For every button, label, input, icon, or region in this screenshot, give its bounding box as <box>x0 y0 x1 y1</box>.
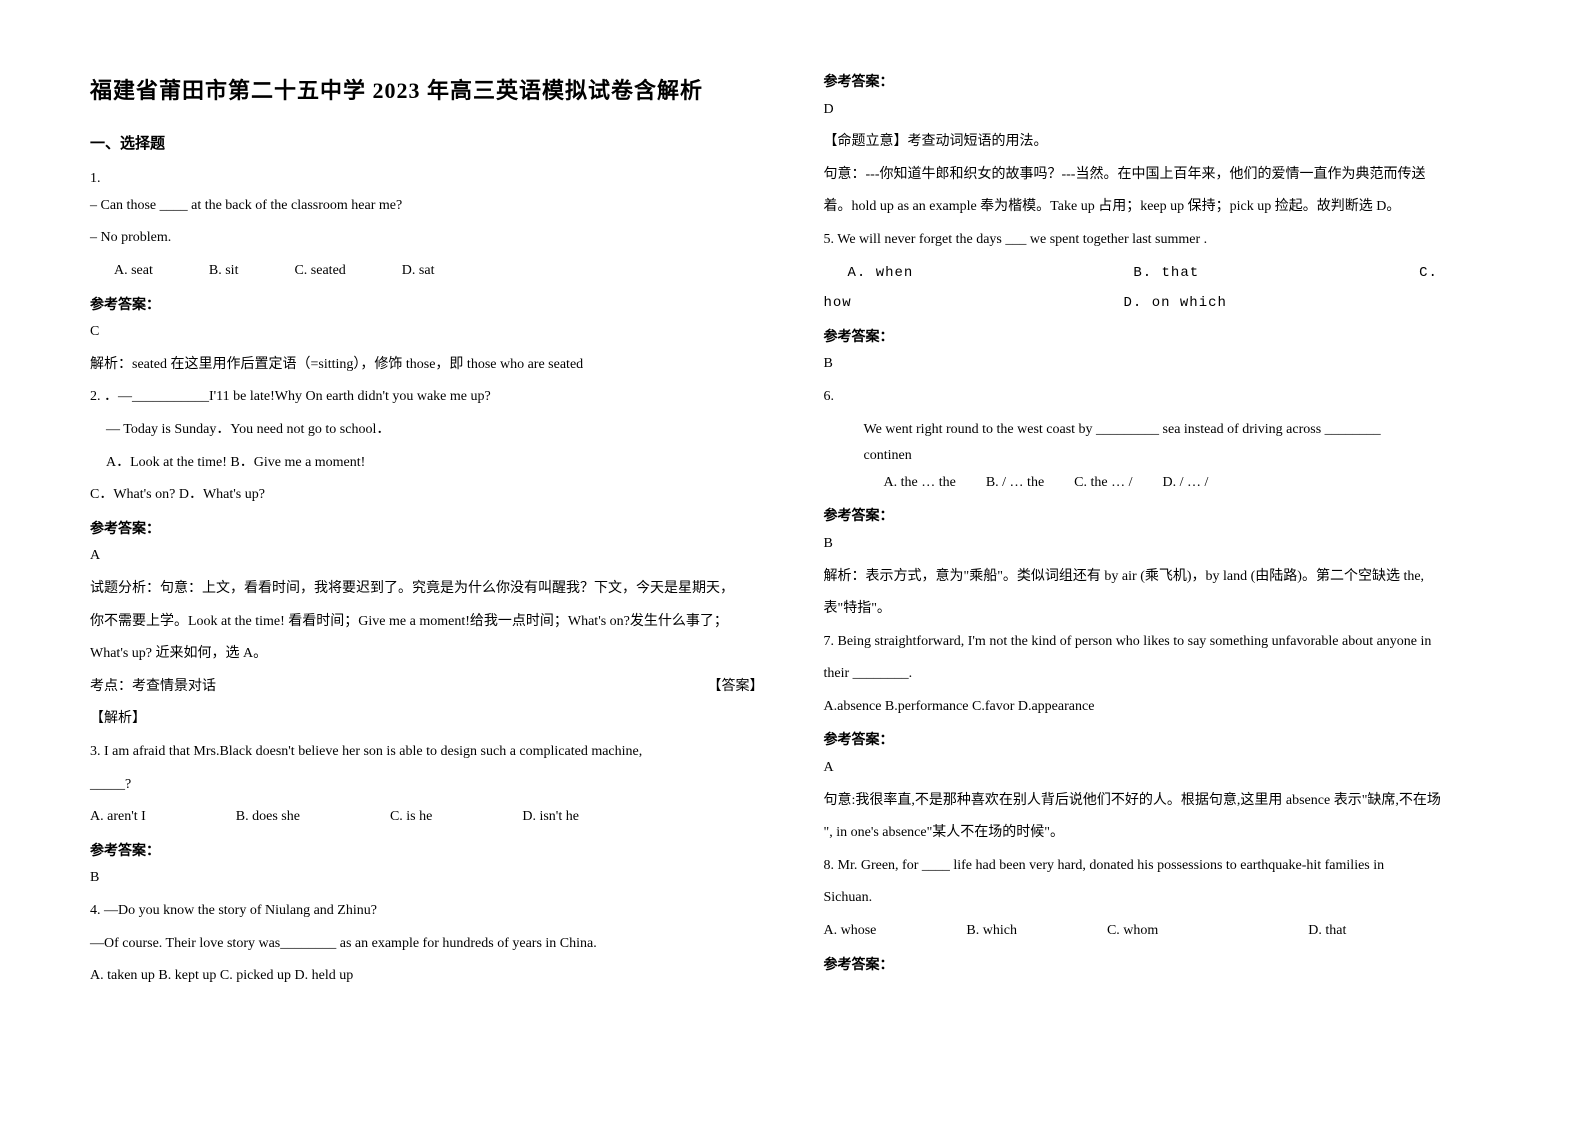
q7-answer-heading: 参考答案： <box>824 728 1498 755</box>
q7-exp2: ", in one's absence"某人不在场的时候"。 <box>824 820 1498 847</box>
q5-row2-mid: D. on which <box>1124 290 1227 317</box>
q8-opt-c: C. whom <box>1107 918 1158 945</box>
q3-line1: 3. I am afraid that Mrs.Black doesn't be… <box>90 739 764 766</box>
q2-exp2: 你不需要上学。Look at the time! 看看时间；Give me a … <box>90 609 764 636</box>
q3-opt-c: C. is he <box>390 804 432 831</box>
q3-opt-a: A. aren't I <box>90 804 146 831</box>
q5-opts-row2: how D. on which <box>824 290 1498 317</box>
q6-opt-a: A. the … the <box>884 470 956 497</box>
q5-row2-left: how <box>824 290 1124 317</box>
left-column: 福建省莆田市第二十五中学 2023 年高三英语模拟试卷含解析 一、选择题 1. … <box>60 70 794 1082</box>
q7-answer: A <box>824 755 1498 782</box>
q1-options: A. seat B. sit C. seated D. sat <box>114 258 764 285</box>
q2-opts2: C．What's on? D．What's up? <box>90 482 764 509</box>
q1-line2: – No problem. <box>90 225 764 252</box>
q8-opt-d: D. that <box>1308 918 1346 945</box>
q6-answer-heading: 参考答案： <box>824 504 1498 531</box>
q5-answer: B <box>824 351 1498 378</box>
q6-line1: We went right round to the west coast by… <box>824 417 1498 444</box>
q6-line2: continen <box>824 443 1498 470</box>
q6-opt-b: B. / … the <box>986 470 1044 497</box>
q1-number: 1. <box>90 166 764 193</box>
q2-answer: A <box>90 543 764 570</box>
q4-line2: —Of course. Their love story was________… <box>90 931 764 958</box>
q5-opt-b: B. that <box>1133 260 1199 287</box>
r-answer-1: D <box>824 97 1498 124</box>
q2-exp4: 考点：考查情景对话 【答案】 <box>90 674 764 701</box>
q6-number: 6. <box>824 384 1498 411</box>
q1-line1: – Can those ____ at the back of the clas… <box>90 193 764 220</box>
q3-opt-d: D. isn't he <box>522 804 579 831</box>
right-column: 参考答案： D 【命题立意】考查动词短语的用法。 句意：---你知道牛郎和织女的… <box>794 70 1528 1082</box>
q8-answer-heading: 参考答案： <box>824 953 1498 980</box>
q6-options: A. the … the B. / … the C. the … / D. / … <box>824 470 1498 497</box>
q4-line1: 4. —Do you know the story of Niulang and… <box>90 898 764 925</box>
q4-options: A. taken up B. kept up C. picked up D. h… <box>90 963 764 990</box>
q5-answer-heading: 参考答案： <box>824 325 1498 352</box>
q6-opt-d: D. / … / <box>1163 470 1209 497</box>
doc-title: 福建省莆田市第二十五中学 2023 年高三英语模拟试卷含解析 <box>90 70 764 112</box>
r-exp1: 【命题立意】考查动词短语的用法。 <box>824 129 1498 156</box>
q7-line2: their ________. <box>824 661 1498 688</box>
q6-opt-c: C. the … / <box>1074 470 1132 497</box>
q5-opt-c: C. <box>1419 260 1438 287</box>
q6-answer: B <box>824 531 1498 558</box>
q1-opt-b: B. sit <box>209 258 239 285</box>
q8-opt-a: A. whose <box>824 918 877 945</box>
q1-answer: C <box>90 319 764 346</box>
q8-line1: 8. Mr. Green, for ____ life had been ver… <box>824 853 1498 880</box>
q5-opts-row1: A. when B. that C. <box>848 260 1498 287</box>
section-heading: 一、选择题 <box>90 130 764 159</box>
r-answer-heading-1: 参考答案： <box>824 70 1498 97</box>
q1-explanation: 解析：seated 在这里用作后置定语（=sitting），修饰 those，即… <box>90 352 764 379</box>
r-exp2: 句意：---你知道牛郎和织女的故事吗？---当然。在中国上百年来，他们的爱情一直… <box>824 162 1498 189</box>
q8-opt-b: B. which <box>966 918 1017 945</box>
r-exp3: 着。hold up as an example 奉为楷模。Take up 占用；… <box>824 194 1498 221</box>
answer-tag: 【答案】 <box>708 674 764 701</box>
q3-options: A. aren't I B. does she C. is he D. isn'… <box>90 804 764 831</box>
q2-answer-heading: 参考答案： <box>90 517 764 544</box>
q2-line1: 2. ．—___________I'11 be late!Why On eart… <box>90 384 764 411</box>
q2-opts1: A．Look at the time! B．Give me a moment! <box>90 450 764 477</box>
q6-exp2: 表"特指"。 <box>824 596 1498 623</box>
q2-exp1: 试题分析：句意：上文，看看时间，我将要迟到了。究竟是为什么你没有叫醒我？下文，今… <box>90 576 764 603</box>
q2-exp3: What's up? 近来如何，选 A。 <box>90 641 764 668</box>
q3-line2: _____? <box>90 772 764 799</box>
q8-line2: Sichuan. <box>824 885 1498 912</box>
q5-opt-a: A. when <box>848 260 914 287</box>
q1-answer-heading: 参考答案： <box>90 293 764 320</box>
q3-answer: B <box>90 865 764 892</box>
q2-line2: — Today is Sunday．You need not go to sch… <box>90 417 764 444</box>
q1-opt-a: A. seat <box>114 258 153 285</box>
q2-exp4-text: 考点：考查情景对话 <box>90 679 216 694</box>
page: 福建省莆田市第二十五中学 2023 年高三英语模拟试卷含解析 一、选择题 1. … <box>0 0 1587 1122</box>
q6-exp1: 解析：表示方式，意为"乘船"。类似词组还有 by air (乘飞机)，by la… <box>824 564 1498 591</box>
jiexi-tag: 【解析】 <box>90 706 764 733</box>
q5-line1: 5. We will never forget the days ___ we … <box>824 227 1498 254</box>
q1-opt-c: C. seated <box>294 258 345 285</box>
q3-opt-b: B. does she <box>236 804 300 831</box>
q7-options: A.absence B.performance C.favor D.appear… <box>824 694 1498 721</box>
q8-options: A. whose B. which C. whom D. that <box>824 918 1498 945</box>
q1-opt-d: D. sat <box>402 258 435 285</box>
q7-line1: 7. Being straightforward, I'm not the ki… <box>824 629 1498 656</box>
q7-exp1: 句意:我很率直,不是那种喜欢在别人背后说他们不好的人。根据句意,这里用 abse… <box>824 788 1498 815</box>
q3-answer-heading: 参考答案： <box>90 839 764 866</box>
